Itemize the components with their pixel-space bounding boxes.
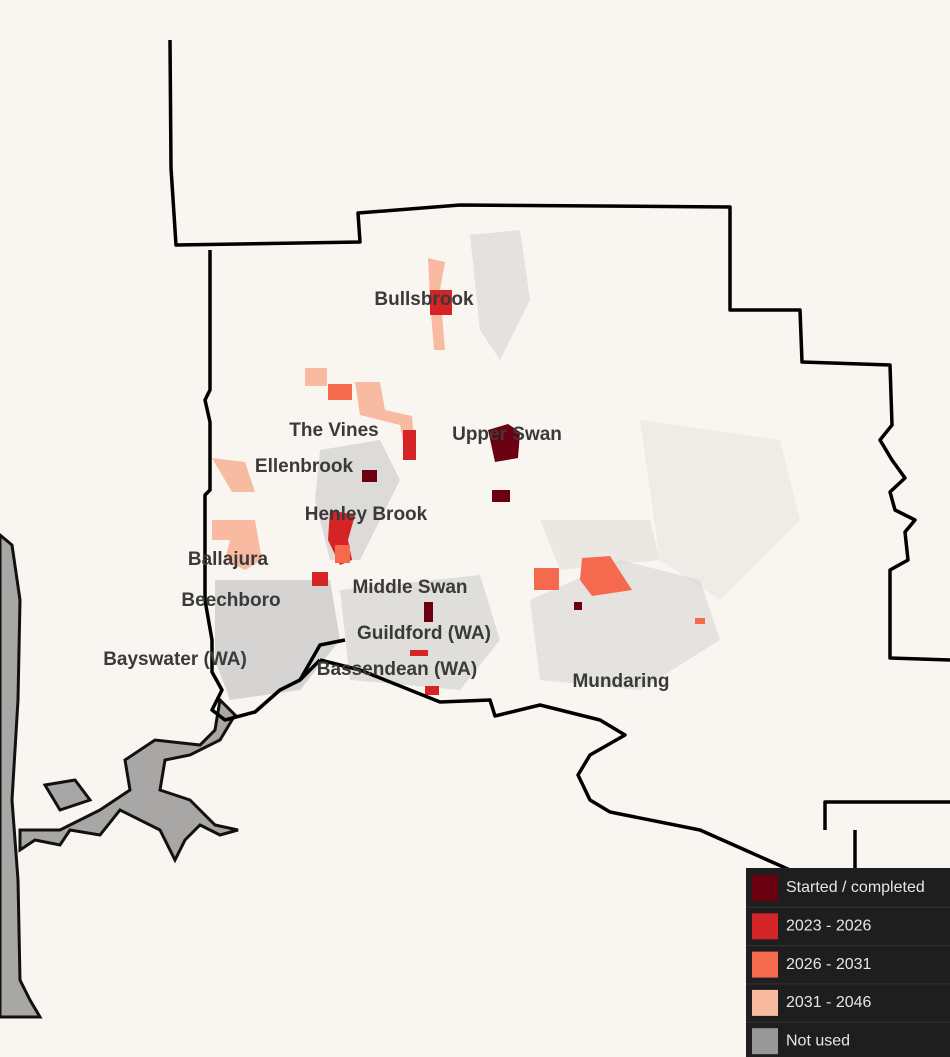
legend-background <box>746 868 950 1057</box>
place-label: Ellenbrook <box>255 456 354 477</box>
place-label: Mundaring <box>572 671 669 692</box>
legend-label: Not used <box>786 1032 850 1049</box>
boundary <box>168 39 950 872</box>
place-label: Ballajura <box>188 549 269 570</box>
river <box>0 533 239 1019</box>
legend-label: 2031 - 2046 <box>786 994 872 1011</box>
legend-label: 2026 - 2031 <box>786 956 872 973</box>
legend-label: Started / completed <box>786 879 925 896</box>
legend: Started / completed 2023 - 2026 2026 - 203… <box>746 868 950 1057</box>
place-label: Bullsbrook <box>374 289 474 310</box>
legend-label: 2023 - 2026 <box>786 918 872 935</box>
urban-area <box>215 230 800 700</box>
legend-swatch <box>752 1028 778 1055</box>
place-label: Guildford (WA) <box>357 623 491 644</box>
place-label: Bayswater (WA) <box>103 649 247 670</box>
place-label: Middle Swan <box>352 577 467 598</box>
legend-swatch <box>752 913 778 940</box>
place-label: Beechboro <box>181 590 280 611</box>
legend-swatch <box>752 989 778 1016</box>
place-label: The Vines <box>289 420 378 441</box>
place-labels: Bullsbrook The Vines Upper Swan Ellenbro… <box>103 289 669 692</box>
legend-swatch <box>752 951 778 978</box>
legend-swatch <box>752 875 778 901</box>
place-label: Henley Brook <box>305 504 428 525</box>
place-label: Bassendean (WA) <box>317 659 477 680</box>
development-areas <box>212 258 705 695</box>
place-label: Upper Swan <box>452 424 562 445</box>
